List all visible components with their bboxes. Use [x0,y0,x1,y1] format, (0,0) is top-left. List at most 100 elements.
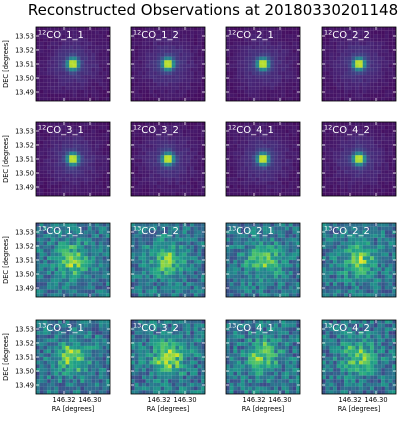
heatmap-cell [359,78,363,83]
heatmap-cell [266,267,271,272]
heatmap-cell [84,223,88,227]
heatmap-cell [47,133,51,137]
heatmap-cell [277,285,282,290]
heatmap-cell [392,41,397,46]
heatmap-cell [292,38,297,42]
heatmap-cell [274,147,278,152]
heatmap-cell [65,192,70,197]
heatmap-cell [43,129,48,134]
heatmap-cell [285,147,289,152]
heatmap-cell [153,41,157,46]
panel-label: 12CO_2_1 [228,29,274,42]
heatmap-cell [270,82,275,87]
heatmap-cell [179,173,183,178]
heatmap-cell [362,267,367,272]
heatmap-cell [190,38,194,42]
heatmap-cell [171,234,176,238]
heatmap-cell [197,56,202,61]
heatmap-cell [388,82,393,87]
heatmap-cell [54,38,59,42]
heatmap-cell [98,267,103,272]
heatmap-cell [182,184,187,189]
heatmap-cell [47,237,51,242]
heatmap-cell [197,129,202,134]
heatmap-cell [186,129,191,134]
heatmap-cell [145,41,150,46]
heatmap-cell [381,267,385,272]
heatmap-cell [336,122,341,126]
heatmap-cell [175,256,180,261]
heatmap-cell [392,245,397,249]
heatmap-cell [322,140,326,145]
panel-label-name: CO_4_1 [236,125,274,136]
heatmap-cell [80,252,85,257]
heatmap-cell [84,241,88,246]
heatmap-cell [73,278,77,283]
heatmap-cell [47,89,51,94]
heatmap-cell [91,226,96,231]
heatmap-cell [340,162,345,167]
heatmap-cell [142,267,146,272]
heatmap-cell [366,226,371,231]
heatmap-cell [347,86,352,90]
heatmap-cell [142,159,146,163]
heatmap-cell [266,260,271,264]
panel-label-isotope: 12 [324,124,332,132]
heatmap-cell [229,86,234,90]
heatmap-cell [274,140,278,145]
heatmap-cell [244,129,249,134]
heatmap-cell [336,173,341,178]
heatmap-cell [98,188,103,193]
heatmap-cell [65,144,70,148]
heatmap-cell [171,260,176,264]
heatmap-cell [153,82,157,87]
heatmap-cell [263,82,267,87]
heatmap-cell [237,192,241,197]
heatmap-cell [43,122,48,126]
heatmap-cell [73,223,77,227]
heatmap-cell [377,188,382,193]
heatmap-cell [237,271,241,275]
heatmap-cell [322,27,326,31]
heatmap-cell [106,274,111,279]
heatmap-cell [193,256,198,261]
heatmap-cell [98,263,103,268]
heatmap-cell [50,27,55,31]
heatmap-cell [359,256,363,261]
heatmap-cell [362,125,367,130]
heatmap-cell [359,271,363,275]
heatmap-cell [251,241,256,246]
heatmap-cell [296,151,301,156]
heatmap-cell [240,282,245,286]
heatmap-cell [285,285,289,290]
heatmap-cell [201,122,206,126]
heatmap-cell [171,267,176,272]
heatmap-cell [333,260,337,264]
heatmap-cell [47,30,51,35]
heatmap-cell [190,125,194,130]
heatmap-cell [251,34,256,39]
heatmap-cell [153,256,157,261]
heatmap-cell [84,67,88,72]
heatmap-cell [39,78,44,83]
heatmap-cell [248,60,252,65]
heatmap-cell [292,71,297,76]
heatmap-cell [76,27,81,31]
heatmap-cell [229,237,234,242]
heatmap-cell [351,27,356,31]
heatmap-cell [370,34,374,39]
heatmap-cell [61,38,66,42]
heatmap-cell [251,151,256,156]
heatmap-cell [182,252,187,257]
heatmap-cell [392,147,397,152]
heatmap-cell [164,136,169,141]
heatmap-cell [370,144,374,148]
heatmap-cell [145,267,150,272]
heatmap-cell [366,223,371,227]
heatmap-cell [171,52,176,57]
heatmap-cell [288,41,293,46]
heatmap-cell [168,122,172,126]
heatmap-cell [193,263,198,268]
heatmap-cell [237,241,241,246]
heatmap-cell [36,173,40,178]
